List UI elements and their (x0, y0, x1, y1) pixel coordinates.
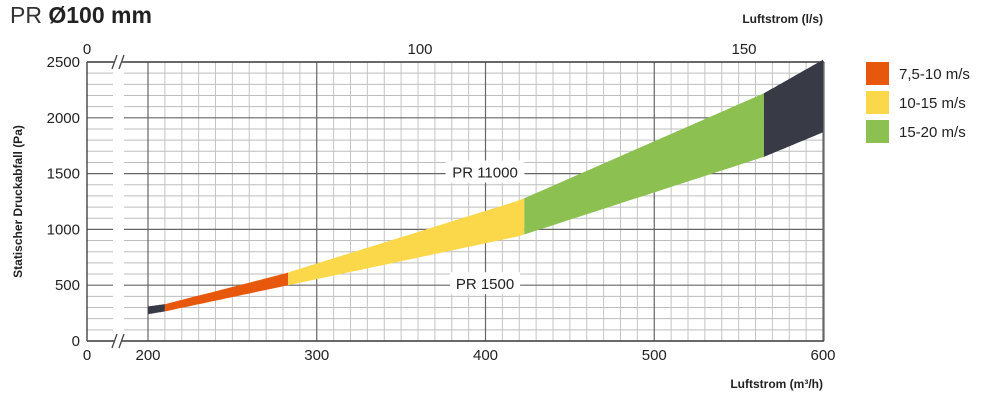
curve-label-bg (445, 160, 525, 183)
chart-title: PR Ø100 mm (10, 2, 152, 29)
chart-title-main: Ø100 mm (48, 2, 152, 28)
x-tick-label: 0 (83, 347, 91, 364)
axis-break-gap (113, 56, 124, 349)
legend-swatch (866, 91, 889, 114)
band-10-15-m-s (288, 198, 525, 286)
axis-break-mark (111, 333, 118, 349)
axis-break-mark (118, 333, 125, 349)
curve-label-bg (449, 272, 521, 295)
band-out-of-range (148, 304, 165, 315)
x-axis-title: Luftstrom (m³/h) (730, 377, 823, 391)
legend-swatch (866, 120, 889, 143)
legend-label: 15-20 m/s (899, 124, 966, 141)
y-tick-label: 2500 (47, 54, 80, 71)
y-tick-label: 1000 (47, 221, 80, 238)
x-tick-label: 200 (135, 347, 160, 364)
y-tick-label: 2000 (47, 110, 80, 127)
y-tick-label: 500 (55, 277, 80, 294)
x2-tick-label: 0 (83, 41, 91, 58)
velocity-bands (148, 59, 823, 315)
legend: 7,5-10 m/s 10-15 m/s 15-20 m/s (866, 62, 970, 143)
y-axis-title: Statischer Druckabfall (Pa) (11, 125, 25, 278)
axis-break-mark (118, 54, 125, 70)
axis-break-mark (111, 54, 118, 70)
band-7-5-10-m-s (164, 272, 289, 312)
x-tick-label: 500 (642, 347, 667, 364)
chart-title-prefix: PR (10, 2, 42, 28)
curve-label: PR 1500 (456, 276, 514, 293)
y-tick-label: 0 (72, 333, 80, 350)
x-tick-label: 600 (810, 347, 835, 364)
band-out-of-range (763, 59, 823, 157)
band-15-20-m-s (524, 93, 764, 235)
curve-label: PR 11000 (452, 165, 518, 182)
x2-tick-label: 100 (407, 41, 432, 58)
x2-axis-title: Luftstrom (l/s) (742, 12, 823, 26)
x-tick-label: 400 (473, 347, 498, 364)
legend-label: 10-15 m/s (899, 95, 966, 112)
legend-swatch (866, 62, 889, 85)
legend-label: 7,5-10 m/s (899, 66, 970, 83)
y-tick-label: 1500 (47, 166, 80, 183)
x2-tick-label: 150 (731, 41, 756, 58)
x-tick-label: 300 (304, 347, 329, 364)
